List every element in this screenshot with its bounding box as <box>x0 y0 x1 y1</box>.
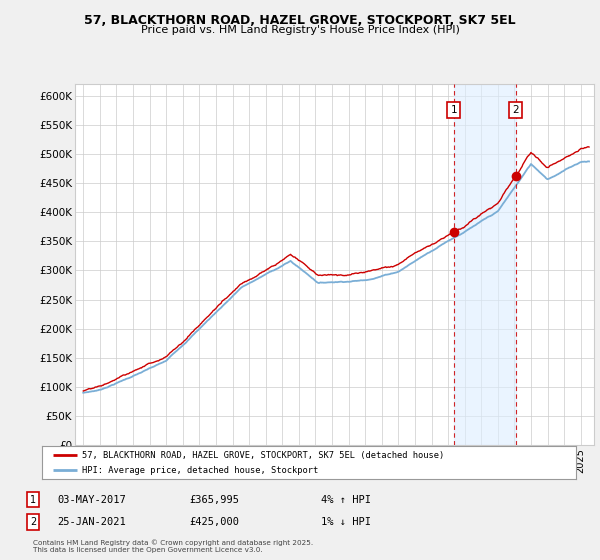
Text: 03-MAY-2017: 03-MAY-2017 <box>57 494 126 505</box>
Text: 57, BLACKTHORN ROAD, HAZEL GROVE, STOCKPORT, SK7 5EL (detached house): 57, BLACKTHORN ROAD, HAZEL GROVE, STOCKP… <box>82 451 444 460</box>
Text: 25-JAN-2021: 25-JAN-2021 <box>57 517 126 527</box>
Text: 2: 2 <box>512 105 519 115</box>
Bar <box>454 84 515 445</box>
Text: HPI: Average price, detached house, Stockport: HPI: Average price, detached house, Stoc… <box>82 465 319 474</box>
Text: 1: 1 <box>451 105 457 115</box>
Text: Price paid vs. HM Land Registry's House Price Index (HPI): Price paid vs. HM Land Registry's House … <box>140 25 460 35</box>
Text: 1: 1 <box>30 494 36 505</box>
Text: 2: 2 <box>30 517 36 527</box>
Text: 57, BLACKTHORN ROAD, HAZEL GROVE, STOCKPORT, SK7 5EL: 57, BLACKTHORN ROAD, HAZEL GROVE, STOCKP… <box>84 14 516 27</box>
Text: £365,995: £365,995 <box>189 494 239 505</box>
Text: 1% ↓ HPI: 1% ↓ HPI <box>321 517 371 527</box>
Text: £425,000: £425,000 <box>189 517 239 527</box>
Text: Contains HM Land Registry data © Crown copyright and database right 2025.
This d: Contains HM Land Registry data © Crown c… <box>33 540 313 553</box>
Text: 4% ↑ HPI: 4% ↑ HPI <box>321 494 371 505</box>
